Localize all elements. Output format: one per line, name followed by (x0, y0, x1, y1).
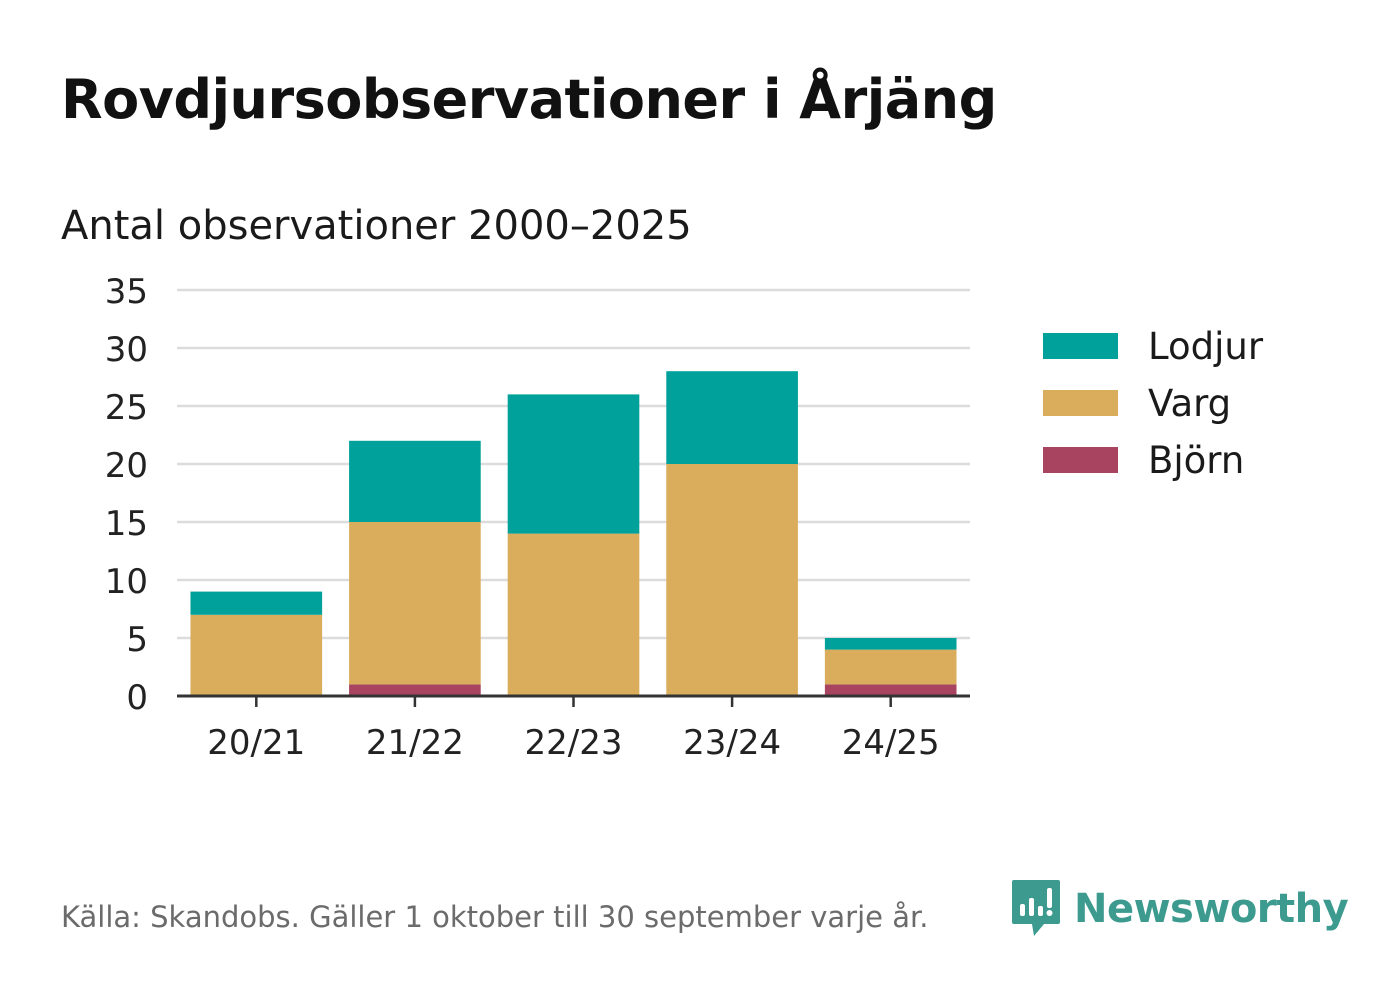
legend-swatch-björn (1043, 447, 1118, 473)
source-note: Källa: Skandobs. Gäller 1 oktober till 3… (61, 900, 929, 934)
legend-swatch-varg (1043, 390, 1118, 416)
y-tick-label: 15 (105, 504, 148, 544)
legend-label-lodjur: Lodjur (1148, 325, 1264, 368)
bars (190, 371, 957, 696)
x-tick-label: 24/25 (842, 723, 940, 763)
newsworthy-logo-icon (1012, 880, 1060, 936)
legend: Lodjur Varg Björn (1043, 325, 1264, 482)
y-tick-label: 0 (126, 678, 148, 718)
bar-lodjur-24-25 (824, 638, 957, 650)
y-tick-label: 30 (105, 330, 148, 370)
legend-label-varg: Varg (1148, 382, 1231, 425)
x-tick-label: 20/21 (207, 723, 305, 763)
bar-lodjur-23-24 (666, 371, 798, 464)
bar-varg-24-25 (824, 649, 957, 685)
x-axis-tick-labels: 20/21 21/22 22/23 23/24 24/25 (207, 723, 939, 763)
x-tick-label: 23/24 (683, 723, 781, 763)
y-tick-label: 20 (105, 446, 148, 486)
bar-björn-21-22 (349, 684, 481, 696)
bar-varg-23-24 (666, 464, 798, 696)
y-axis-tick-labels: 0 5 10 15 20 25 30 35 (105, 272, 148, 718)
y-tick-label: 35 (105, 272, 148, 312)
x-tick-label: 22/23 (525, 723, 623, 763)
newsworthy-logo: Newsworthy (1010, 878, 1349, 940)
bar-björn-24-25 (824, 684, 957, 696)
y-tick-label: 5 (126, 620, 148, 660)
bar-lodjur-22-23 (507, 394, 640, 534)
bar-lodjur-20-21 (190, 591, 323, 615)
newsworthy-logo-text: Newsworthy (1074, 886, 1349, 932)
x-tick-label: 21/22 (366, 723, 464, 763)
legend-swatch-lodjur (1043, 333, 1118, 359)
bar-varg-22-23 (507, 533, 640, 696)
bar-varg-20-21 (190, 614, 323, 696)
legend-label-björn: Björn (1148, 439, 1244, 482)
bar-varg-21-22 (349, 522, 481, 685)
y-tick-label: 10 (105, 562, 148, 602)
bar-lodjur-21-22 (349, 440, 481, 522)
x-axis (177, 694, 970, 707)
chart-subtitle: Antal observationer 2000–2025 (61, 203, 692, 249)
y-tick-label: 25 (105, 388, 148, 428)
chart-title: Rovdjursobservationer i Årjäng (61, 68, 997, 131)
